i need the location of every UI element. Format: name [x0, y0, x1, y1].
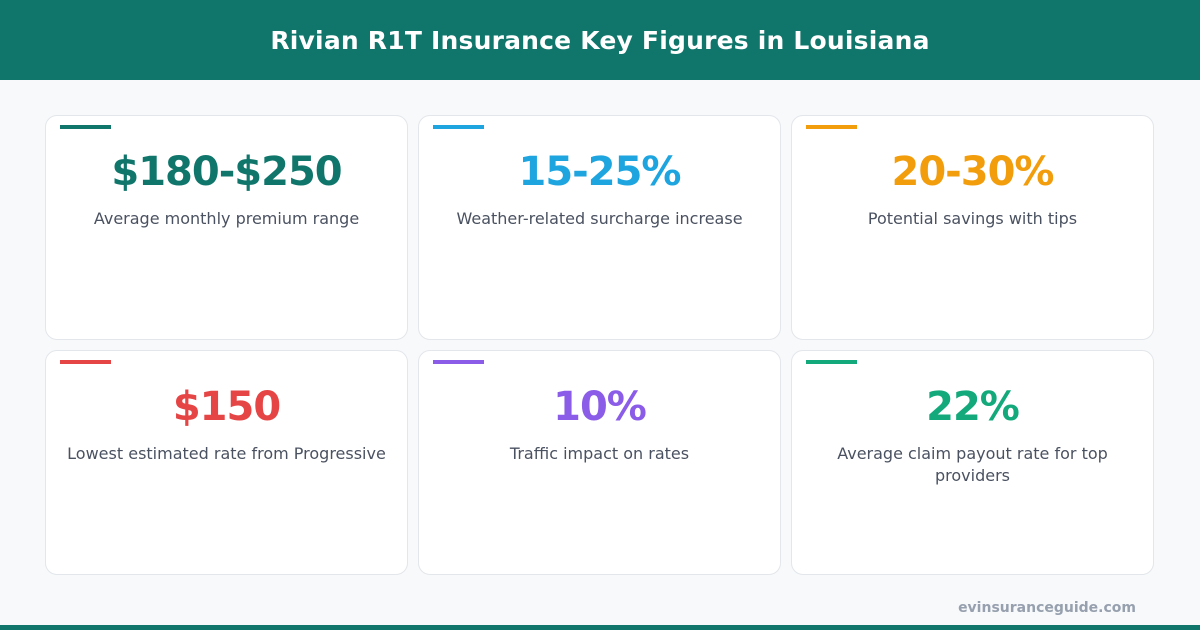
site-url: evinsuranceguide.com [958, 600, 1136, 616]
stat-card: 15-25% Weather-related surcharge increas… [418, 115, 781, 340]
accent-bar [60, 125, 111, 129]
accent-bar [433, 125, 484, 129]
stat-card: 20-30% Potential savings with tips [791, 115, 1154, 340]
stat-card: 10% Traffic impact on rates [418, 350, 781, 575]
accent-bar [806, 125, 857, 129]
accent-bar [806, 360, 857, 364]
stat-value: 10% [553, 384, 647, 430]
bottom-bar [0, 625, 1200, 630]
stat-label: Potential savings with tips [867, 209, 1078, 228]
stat-value: 15-25% [518, 149, 681, 195]
stat-value: 20-30% [891, 149, 1054, 195]
stat-label: Average monthly premium range [93, 209, 360, 228]
stat-label: Weather-related surcharge increase [456, 209, 743, 228]
accent-bar [433, 360, 484, 364]
stat-label: Traffic impact on rates [509, 444, 690, 463]
stat-value: 22% [926, 384, 1020, 430]
stat-card: $180-$250 Average monthly premium range [45, 115, 408, 340]
page-title: Rivian R1T Insurance Key Figures in Loui… [270, 25, 930, 55]
stat-card: $150 Lowest estimated rate from Progress… [45, 350, 408, 575]
header-banner: Rivian R1T Insurance Key Figures in Loui… [0, 0, 1200, 80]
stat-value: $150 [172, 384, 281, 430]
accent-bar [60, 360, 111, 364]
stat-value: $180-$250 [111, 149, 342, 195]
stat-card: 22% Average claim payout rate for top pr… [791, 350, 1154, 575]
stat-label: Lowest estimated rate from Progressive [67, 444, 386, 463]
stat-label: Average claim payout rate for top provid… [837, 444, 1108, 485]
